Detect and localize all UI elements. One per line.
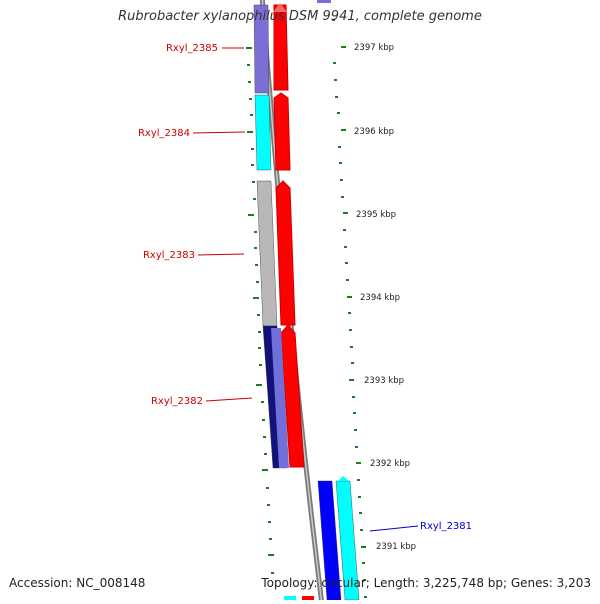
kbp-label: 2396 kbp	[354, 127, 394, 137]
gene-arrow-tip	[338, 476, 349, 481]
gene-block-rxyl_2383[interactable]	[256, 180, 278, 327]
gene-label-rxyl_2381[interactable]: Rxyl_2381	[420, 521, 472, 532]
gene-stub	[317, 0, 331, 3]
label-leader-line	[192, 131, 246, 134]
kbp-label: 2397 kbp	[354, 43, 394, 53]
cds-arrow	[273, 4, 289, 91]
gene-label-rxyl_2383[interactable]: Rxyl_2383	[143, 250, 195, 261]
gene-labels: Rxyl_2385 Rxyl_2384 Rxyl_2383 Rxyl_2382 Rxyl…	[138, 43, 472, 532]
label-leader-line	[369, 525, 419, 532]
gene-stub	[284, 596, 296, 600]
gene-block-rxyl_2384[interactable]	[254, 94, 272, 171]
gene-stub	[302, 596, 314, 600]
kbp-label: 2395 kbp	[356, 210, 396, 220]
cds-arrow	[273, 92, 291, 171]
kbp-ticks	[246, 19, 367, 598]
gene-label-rxyl_2382[interactable]: Rxyl_2382	[151, 396, 203, 407]
label-leader-line	[197, 253, 245, 256]
map-title: Rubrobacter xylanophilus DSM 9941, compl…	[118, 9, 482, 24]
gene-label-rxyl_2384[interactable]: Rxyl_2384	[138, 128, 190, 139]
cds-arrow	[275, 180, 296, 326]
kbp-label: 2394 kbp	[360, 293, 400, 303]
accession-text: Accession: NC_008148	[9, 576, 146, 590]
kbp-label: 2393 kbp	[364, 376, 404, 386]
gene-label-rxyl_2385[interactable]: Rxyl_2385	[166, 43, 218, 54]
kbp-labels: 2397 kbp 2396 kbp 2395 kbp 2394 kbp 2393 kbp…	[354, 43, 416, 552]
gene-block-partner	[271, 328, 289, 468]
kbp-label: 2392 kbp	[370, 459, 410, 469]
cds-arrow	[280, 324, 305, 468]
gene-block-rxyl_2385[interactable]	[253, 4, 270, 94]
gene-tracks	[253, 0, 360, 601]
cds-arrow-tip	[273, 3, 287, 12]
genome-summary-text: Topology: circular; Length: 3,225,748 bp…	[261, 576, 591, 590]
label-leader-line	[205, 397, 253, 402]
kbp-label: 2391 kbp	[376, 542, 416, 552]
